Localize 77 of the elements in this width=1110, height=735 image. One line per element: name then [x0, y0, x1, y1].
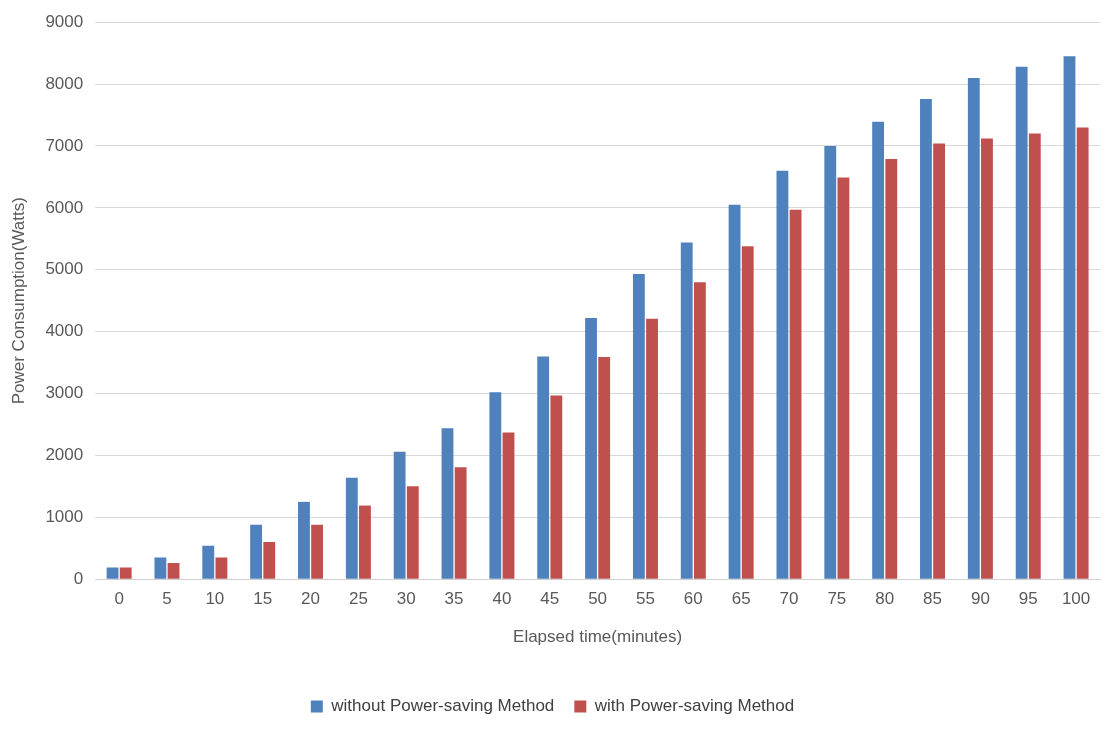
- y-tick-label: 1000: [45, 507, 84, 526]
- bar: [502, 432, 515, 579]
- bar: [693, 282, 706, 579]
- bar: [872, 121, 885, 579]
- bar: [585, 318, 597, 579]
- y-tick-label: 4000: [45, 321, 84, 341]
- bar: [680, 242, 693, 579]
- y-tick-label: 5000: [45, 259, 84, 279]
- bar: [393, 451, 406, 579]
- y-tick-label: 9000: [45, 11, 84, 31]
- bar: [933, 143, 946, 579]
- bar: [824, 145, 837, 579]
- bar: [106, 567, 119, 579]
- x-tick-label: 15: [253, 589, 273, 609]
- x-tick-label: 95: [1018, 589, 1038, 609]
- x-tick-label: 100: [1061, 589, 1091, 609]
- bar: [789, 209, 802, 579]
- bar: [967, 77, 980, 579]
- y-tick-label: 0: [73, 568, 84, 588]
- x-tick-label: 60: [683, 589, 703, 609]
- legend-label: with Power-saving Method: [593, 696, 795, 716]
- bar: [550, 395, 563, 579]
- x-tick-label: 90: [970, 589, 990, 609]
- x-tick-label: 50: [588, 589, 608, 609]
- bar: [202, 545, 215, 579]
- bar: [981, 138, 993, 579]
- y-tick-label: 8000: [45, 73, 84, 93]
- bar: [1063, 56, 1076, 579]
- bar: [119, 567, 132, 579]
- bar: [250, 524, 263, 579]
- y-tick-label: 7000: [45, 135, 84, 155]
- bar: [454, 467, 467, 579]
- bar: [537, 356, 550, 579]
- x-tick-label: 10: [205, 589, 225, 609]
- x-tick-label: 75: [827, 589, 847, 609]
- x-tick-label: 5: [162, 589, 172, 609]
- bar: [920, 98, 932, 579]
- x-tick-label: 40: [492, 589, 512, 609]
- bar: [1076, 127, 1089, 579]
- bar: [154, 557, 167, 579]
- x-tick-label: 35: [444, 589, 464, 609]
- bar: [632, 274, 645, 579]
- x-tick-label: 55: [635, 589, 655, 609]
- legend-label: without Power-saving Method: [330, 696, 555, 716]
- bar: [728, 204, 741, 579]
- bar: [345, 477, 358, 579]
- y-tick-label: 6000: [45, 197, 84, 217]
- bar: [776, 170, 789, 579]
- x-tick-label: 20: [301, 589, 320, 609]
- x-tick-label: 25: [348, 589, 368, 609]
- bar: [406, 486, 419, 579]
- x-axis-title: Elapsed time(minutes): [513, 627, 683, 647]
- x-tick-label: 80: [875, 589, 895, 609]
- bar: [741, 246, 754, 579]
- x-tick-label: 0: [114, 589, 124, 609]
- bar: [885, 158, 898, 579]
- bar: [298, 501, 310, 579]
- bar: [441, 428, 454, 579]
- bar: [311, 524, 324, 579]
- bar: [263, 542, 276, 579]
- x-tick-label: 30: [396, 589, 416, 609]
- y-tick-label: 3000: [45, 383, 84, 403]
- bar: [1028, 133, 1041, 579]
- x-tick-label: 85: [923, 589, 942, 609]
- bar: [215, 557, 228, 579]
- y-axis-title: Power Consumption(Watts): [8, 197, 28, 405]
- bar: [646, 318, 658, 579]
- bar: [598, 357, 611, 579]
- bar: [167, 563, 180, 579]
- bar: [359, 505, 371, 579]
- x-tick-label: 65: [731, 589, 751, 609]
- x-tick-label: 70: [779, 589, 799, 609]
- x-tick-label: 45: [540, 589, 560, 609]
- bar: [489, 392, 502, 579]
- y-tick-label: 2000: [45, 445, 84, 465]
- bar: [1015, 66, 1028, 579]
- bar: [837, 177, 850, 579]
